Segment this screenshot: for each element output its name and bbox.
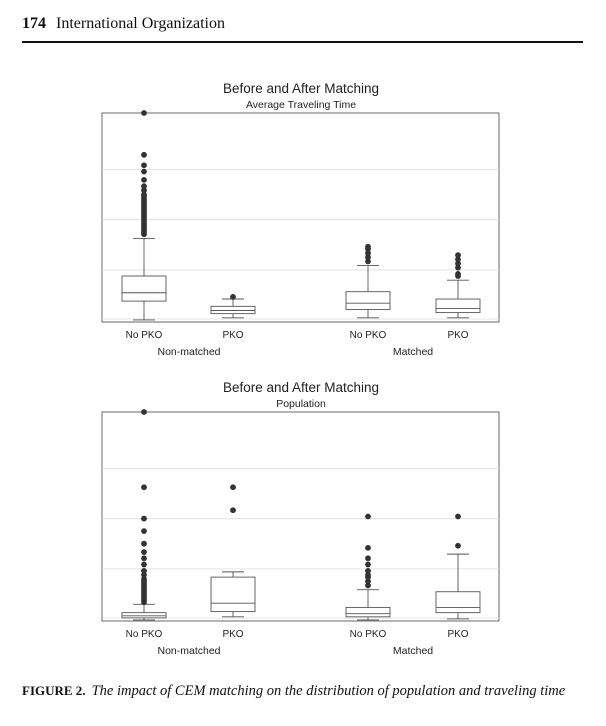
group-label: Non-matched [157, 645, 220, 657]
tick-label: No PKO [126, 629, 163, 640]
outlier-point [365, 561, 371, 568]
plot-area [101, 112, 500, 323]
outlier-point [230, 484, 236, 491]
chart-title: Before and After Matching [223, 81, 379, 96]
group-label: Non-matched [157, 346, 220, 358]
header-rule [22, 41, 583, 43]
outlier-point [141, 191, 147, 198]
box-1 [121, 110, 167, 321]
outlier-point [141, 151, 147, 158]
outlier-point [141, 162, 147, 169]
box-iqr [210, 576, 256, 613]
tick-label: PKO [222, 629, 243, 640]
tick-label: PKO [447, 330, 468, 341]
tick-label: PKO [447, 629, 468, 640]
box-4 [435, 513, 481, 620]
outlier-point [141, 409, 147, 415]
outlier-point [455, 542, 461, 549]
outlier-point [141, 110, 147, 116]
box-3 [345, 243, 391, 319]
outlier-point [455, 513, 461, 520]
outlier-point [141, 567, 147, 574]
box-iqr [435, 591, 481, 614]
tick-label: No PKO [350, 629, 387, 640]
outlier-point [455, 271, 461, 277]
group-label: Matched [393, 346, 433, 358]
outlier-point [141, 572, 147, 578]
outlier-point [365, 254, 371, 261]
outlier-point [141, 183, 147, 190]
outlier-point [365, 578, 371, 585]
outlier-point [365, 567, 371, 574]
chart-title: Before and After Matching [223, 380, 379, 395]
page-number: 174 [22, 15, 46, 32]
tick-label: No PKO [126, 330, 163, 341]
outlier-point [365, 572, 371, 578]
journal-title: International Organization [56, 15, 225, 32]
figure-caption: FIGURE 2. The impact of CEM matching on t… [22, 681, 582, 701]
outlier-point [141, 555, 147, 562]
outlier-point [365, 582, 371, 589]
outlier-point [365, 250, 371, 256]
box-4 [435, 252, 481, 319]
box-3 [345, 513, 391, 621]
box-iqr [435, 298, 481, 314]
caption-label: FIGURE 2. [22, 683, 86, 698]
box-2 [210, 484, 256, 618]
outlier-point [365, 243, 371, 250]
outlier-point [455, 264, 461, 271]
box-iqr [345, 606, 391, 618]
outlier-point [141, 561, 147, 568]
group-label: Matched [393, 645, 433, 657]
outlier-point [455, 252, 461, 259]
outlier-point [230, 507, 236, 514]
caption-text: The impact of CEM matching on the distri… [91, 683, 566, 699]
outlier-point [365, 513, 371, 520]
outlier-point [141, 549, 147, 555]
chart-subtitle: Average Traveling Time [246, 99, 356, 111]
outlier-point [141, 540, 147, 547]
boxplot-traveling-time: Before and After Matching Average Travel… [101, 81, 500, 358]
outlier-point [455, 260, 461, 267]
outlier-point [365, 544, 371, 551]
box-iqr [121, 612, 167, 619]
outlier-point [141, 515, 147, 522]
outlier-point [365, 555, 371, 562]
plot-area [101, 411, 500, 622]
box-iqr [121, 275, 167, 302]
chart-subtitle: Population [276, 398, 326, 410]
outlier-point [141, 168, 147, 175]
running-head: 174 International Organization [22, 15, 225, 33]
outlier-point [141, 528, 147, 535]
outlier-point [141, 176, 147, 183]
outlier-point [141, 187, 147, 194]
outlier-point [455, 256, 461, 263]
tick-label: No PKO [350, 330, 387, 341]
outlier-point [141, 484, 147, 491]
boxplot-population: Before and After Matching Population No … [101, 380, 500, 657]
outlier-point [141, 576, 147, 583]
box-iqr [345, 291, 391, 310]
box-iqr [210, 305, 256, 315]
outlier-point [365, 258, 371, 265]
tick-label: PKO [222, 330, 243, 341]
box-1 [121, 409, 167, 621]
outlier-point [230, 294, 236, 300]
box-2 [210, 294, 256, 319]
